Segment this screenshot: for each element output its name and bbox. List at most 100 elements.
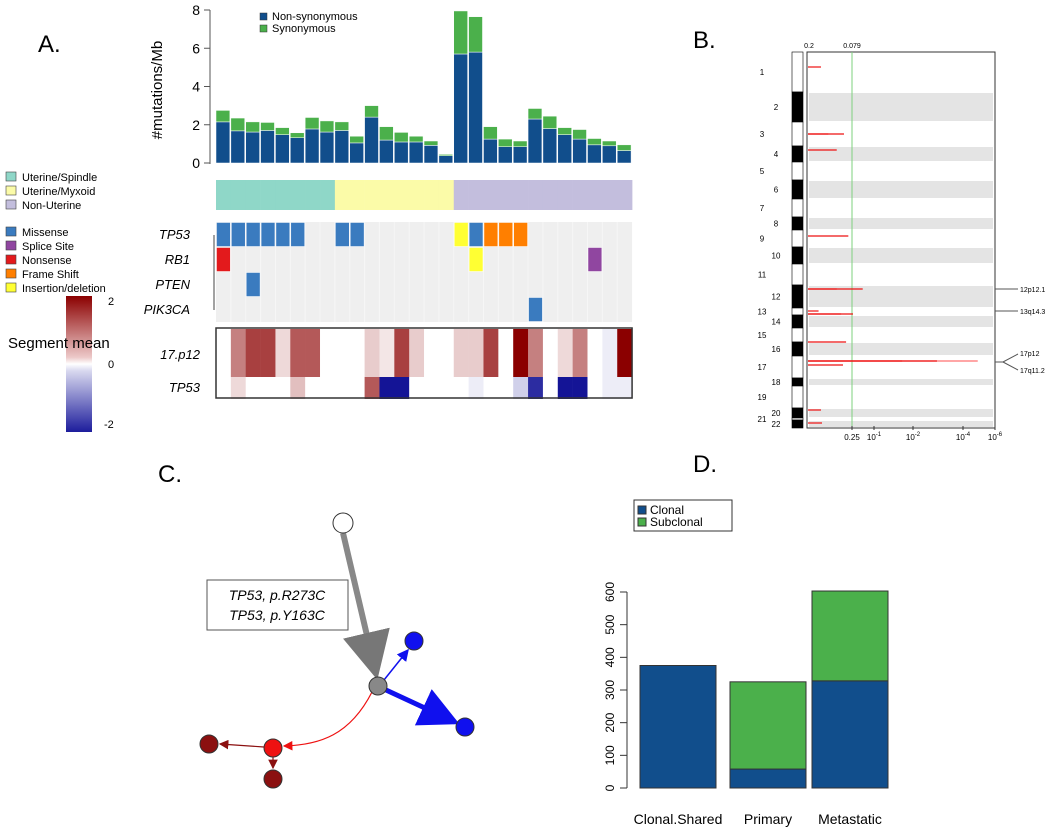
bar-nonsynonymous [230, 130, 245, 164]
mutation-cell [216, 247, 231, 272]
y-tick-label: 4 [192, 79, 200, 95]
peak-connector [995, 353, 1019, 371]
node-root [332, 512, 354, 534]
chromosome-label: 13 [758, 308, 767, 317]
chromosome-label: 11 [758, 271, 767, 280]
bar-nonsynonymous [602, 145, 617, 164]
edge-root-to-trunk [340, 532, 390, 680]
group-cell [453, 180, 469, 210]
group-cell [334, 180, 351, 210]
chromosome-band [791, 407, 804, 419]
chromosome-band [791, 314, 804, 329]
cn-cell [409, 377, 425, 399]
annotation-box [206, 579, 349, 631]
bar-nonsynonymous [275, 134, 290, 164]
bar-nonsynonymous [527, 118, 543, 164]
legend-label-subclonal: Subclonal [650, 515, 703, 529]
cn-cell [498, 377, 514, 399]
group-cell [617, 180, 633, 210]
bar-nonsynonymous [245, 131, 260, 164]
group-cell [394, 180, 410, 210]
mutation-cell [498, 222, 513, 247]
chromosome-label: 4 [774, 150, 779, 159]
chromosome-label: 7 [760, 204, 765, 213]
bar-nonsynonymous [468, 51, 483, 164]
cn-cell [528, 377, 544, 399]
mutation-cell [468, 222, 484, 247]
chromosome-band [791, 145, 804, 163]
bar-nonsynonymous [616, 150, 632, 164]
bar-nonsynonymous [334, 130, 349, 164]
bar-synonymous [349, 135, 364, 144]
chromosome-label: 19 [758, 393, 767, 402]
group-cell [349, 180, 365, 210]
x-category-label: Primary [744, 811, 792, 827]
cn-cell [572, 377, 588, 399]
chromosome-label: 15 [758, 331, 767, 340]
bar-synonymous [616, 144, 632, 151]
cn-cell [453, 377, 469, 399]
group-cell [260, 180, 276, 210]
chromosome-band [791, 216, 804, 231]
bar-synonymous [587, 138, 602, 146]
bar-nonsynonymous [379, 139, 394, 164]
cn-cell [230, 377, 247, 399]
bar-nonsynonymous [260, 130, 275, 164]
bar-nonsynonymous [215, 121, 231, 164]
bar-synonymous [334, 121, 349, 131]
bar-clonal [729, 768, 807, 789]
bar-subclonal [811, 590, 889, 682]
y-tick-label: 500 [603, 614, 617, 634]
y-tick-label: 2 [192, 117, 200, 133]
chromosome-label: 14 [772, 318, 781, 327]
cn-cell [349, 329, 365, 377]
phylogeny-panel: TP53, p.R273C TP53, p.Y163C [199, 512, 475, 789]
x-category-label: Metastatic [818, 811, 882, 827]
x-tick-label: 10-4 [956, 432, 971, 442]
mutation-legend-swatch [5, 268, 17, 279]
clonality-bar-chart: Clonal Subclonal 0 100 200 300 400 500 600 Clon… [603, 499, 889, 827]
bar-nonsynonymous [572, 138, 587, 164]
chromosome-label: 12 [772, 293, 781, 302]
x-tick-label: 10-6 [988, 432, 1003, 442]
chromosome-label: 20 [772, 409, 781, 418]
mutation-cell [587, 247, 603, 272]
bar-synonymous [394, 132, 409, 143]
cn-cell [617, 377, 633, 399]
top-label: 0.2 [804, 43, 814, 50]
bar-synonymous [572, 129, 587, 140]
cn-cell [364, 377, 380, 399]
bar-synonymous [498, 138, 513, 147]
bar-synonymous [423, 140, 439, 146]
legend-swatch-subclonal [637, 517, 647, 527]
bar-synonymous [304, 117, 320, 130]
mutation-cell [245, 222, 261, 247]
bar-synonymous [275, 127, 290, 135]
legend-label-clonal: Clonal [650, 503, 684, 517]
legend-swatch-nonsyn [259, 12, 268, 21]
cn-cell [290, 377, 306, 399]
gene-label: RB1 [165, 252, 190, 267]
chromosome-label: 6 [774, 186, 779, 195]
cn-cell [513, 377, 529, 399]
edge-trunk-to-red [282, 691, 373, 751]
chromosome-band [791, 179, 804, 200]
chromosome-label: 21 [758, 415, 767, 424]
mutation-cell [349, 222, 365, 247]
mutation-legend-label: Nonsense [22, 255, 72, 267]
legend-label-syn: Synonymous [272, 23, 336, 35]
group-cell [513, 180, 529, 210]
chromosome-shade [809, 316, 993, 327]
chromosome-band [791, 307, 804, 316]
cn-cell [334, 329, 351, 377]
chromosome-shade [809, 286, 993, 307]
y-tick-label: 100 [603, 745, 617, 765]
bar-nonsynonymous [542, 128, 558, 164]
group-cell [364, 180, 380, 210]
node-darkred2 [263, 769, 283, 789]
cn-cell [275, 329, 291, 377]
group-cell [320, 180, 336, 210]
bar-nonsynonymous [394, 141, 409, 164]
